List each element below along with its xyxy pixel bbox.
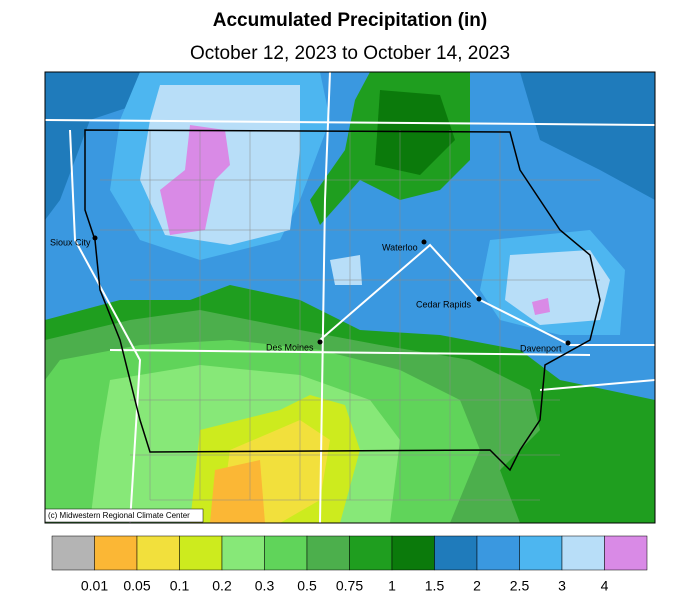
legend-label: 2.5	[510, 578, 530, 594]
legend-label: 0.5	[297, 578, 317, 594]
city-label: Davenport	[520, 343, 562, 353]
legend-swatch	[221, 535, 265, 571]
legend-label: 1.5	[425, 578, 445, 594]
legend-swatch	[306, 535, 350, 571]
legend-label: 0.2	[212, 578, 232, 594]
legend-swatch	[179, 535, 223, 571]
legend-swatch	[519, 535, 563, 571]
legend-swatch	[391, 535, 435, 571]
legend-label: 2	[473, 578, 481, 594]
city-label: Sioux City	[50, 237, 91, 247]
city-label: Waterloo	[382, 242, 418, 252]
precip-map: Sioux City Waterloo Cedar Rapids Des Moi…	[45, 72, 655, 523]
legend-swatch	[476, 535, 520, 571]
legend-label: 0.75	[336, 578, 363, 594]
legend-swatch	[264, 535, 308, 571]
legend-swatch	[51, 535, 95, 571]
legend-swatch	[604, 535, 648, 571]
legend-swatch	[94, 535, 138, 571]
legend-label: 0.05	[123, 578, 150, 594]
legend-label: 0.1	[170, 578, 190, 594]
legend-label: 4	[601, 578, 609, 594]
legend-swatch	[434, 535, 478, 571]
legend-label: 1	[388, 578, 396, 594]
legend-swatch	[349, 535, 393, 571]
city-label: Cedar Rapids	[416, 299, 472, 309]
legend-label: 0.3	[255, 578, 275, 594]
title: Accumulated Precipitation (in)	[213, 10, 487, 31]
city-label: Des Moines	[266, 342, 314, 352]
legend-swatch	[561, 535, 605, 571]
credit: (c) Midwestern Regional Climate Center	[48, 511, 190, 520]
legend-swatch	[136, 535, 180, 571]
legend-label: 0.01	[81, 578, 108, 594]
subtitle: October 12, 2023 to October 14, 2023	[190, 43, 510, 64]
legend: 0.01 0.05 0.1 0.2 0.3 0.5 0.75 1 1.5 2 2.5 3 4	[51, 535, 648, 594]
legend-label: 3	[558, 578, 566, 594]
